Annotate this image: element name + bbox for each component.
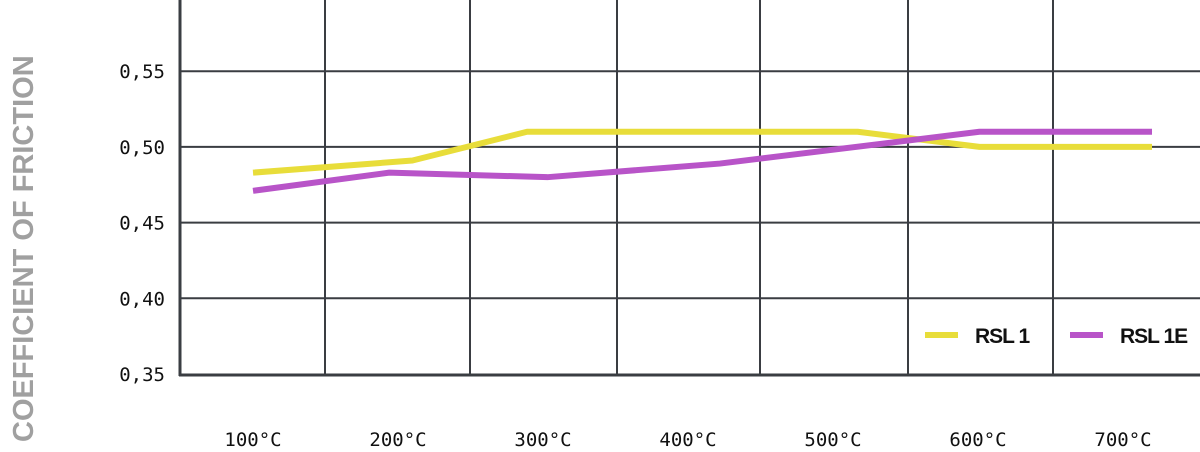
series-line-rsl-1e: [252, 128, 1152, 194]
x-tick-label: 200°C: [369, 429, 426, 451]
legend-label: RSL 1: [975, 325, 1030, 348]
y-tick-labels: 0,35 0,40 0,45 0,50 0,55: [119, 61, 165, 386]
y-tick-label: 0,55: [119, 61, 165, 83]
x-tick-label: 400°C: [659, 429, 716, 451]
x-tick-label: 700°C: [1094, 429, 1151, 451]
series-lines: [252, 128, 1153, 194]
x-tick-labels: 100°C 200°C 300°C 400°C 500°C 600°C 700°C: [224, 429, 1151, 451]
x-tick-label: 300°C: [514, 429, 571, 451]
x-tick-label: 500°C: [804, 429, 861, 451]
y-tick-label: 0,50: [119, 137, 165, 159]
x-tick-label: 100°C: [224, 429, 281, 451]
y-tick-label: 0,45: [119, 213, 165, 235]
series-line-rsl-1: [252, 128, 1152, 176]
y-tick-label: 0,35: [119, 364, 165, 386]
legend: RSL 1 RSL 1E: [925, 325, 1189, 348]
x-tick-label: 600°C: [949, 429, 1006, 451]
grid: [178, 0, 1200, 377]
y-tick-label: 0,40: [119, 288, 165, 310]
legend-label: RSL 1E: [1120, 325, 1188, 348]
y-axis-label: COEFFICIENT OF FRICTION: [8, 55, 40, 442]
